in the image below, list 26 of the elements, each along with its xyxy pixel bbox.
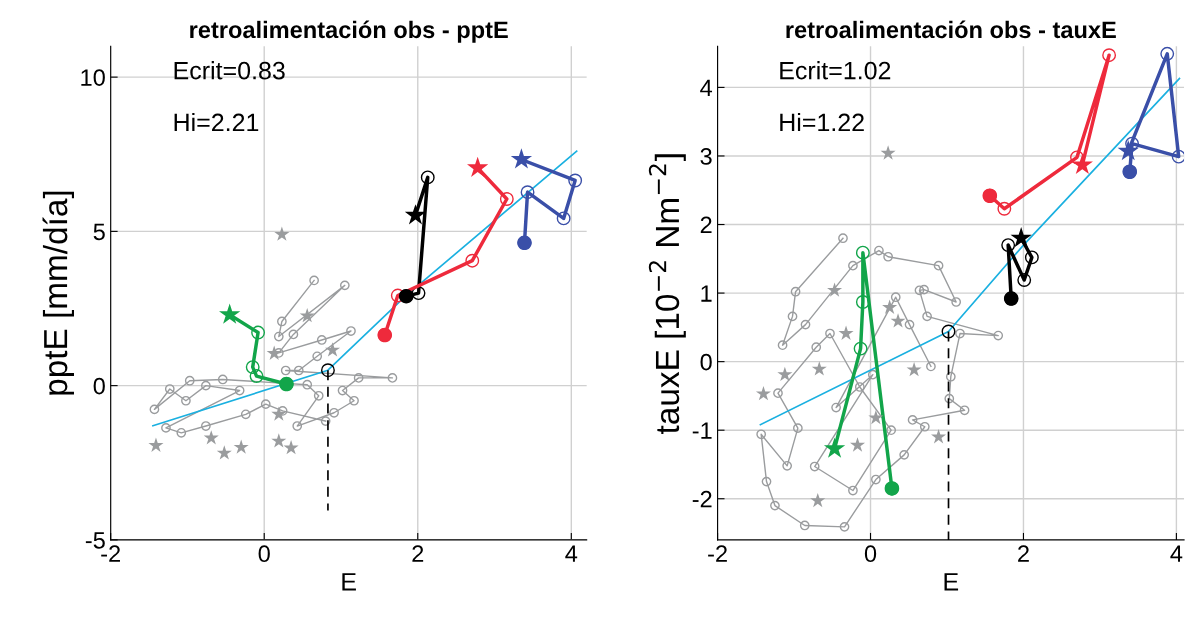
- x-tick-label: 2: [412, 545, 424, 562]
- annotation: Hi=2.21: [174, 112, 259, 132]
- y-tick-label: 4: [700, 79, 713, 96]
- x-axis-title: E: [342, 573, 356, 591]
- y-tick-label: 5: [93, 223, 105, 241]
- y-tick-label: 2: [700, 216, 712, 234]
- y-tick-label: -1: [692, 422, 712, 439]
- y-tick-label: 3: [700, 148, 712, 165]
- annotation: Ecrit=1.02: [780, 61, 891, 80]
- y-axis-title: pptE [mm/día]: [42, 191, 74, 395]
- x-tick-label: 4: [1170, 545, 1183, 562]
- x-tick-label: 2: [1018, 545, 1029, 562]
- x-tick-label: 0: [258, 545, 270, 563]
- y-tick-label: 10: [81, 69, 105, 86]
- x-tick-label: 0: [864, 545, 877, 563]
- annotation: Ecrit=0.83: [174, 61, 285, 80]
- x-axis-title: E: [944, 573, 959, 591]
- y-tick-label: -2: [692, 490, 712, 508]
- y-tick-label: 1: [701, 285, 712, 302]
- y-axis-title: tauxE [10$^{−2}$ Nm$^{−2}$]: [648, 154, 686, 434]
- chart-title: retroalimentación obs - pptE: [190, 20, 508, 43]
- x-tick-label: 4: [565, 545, 578, 562]
- chart-title: retroalimentación obs - tauxE: [786, 20, 1116, 39]
- annotation: Hi=1.22: [780, 112, 864, 132]
- y-tick-label: 0: [700, 353, 712, 371]
- y-tick-label: 0: [93, 377, 105, 395]
